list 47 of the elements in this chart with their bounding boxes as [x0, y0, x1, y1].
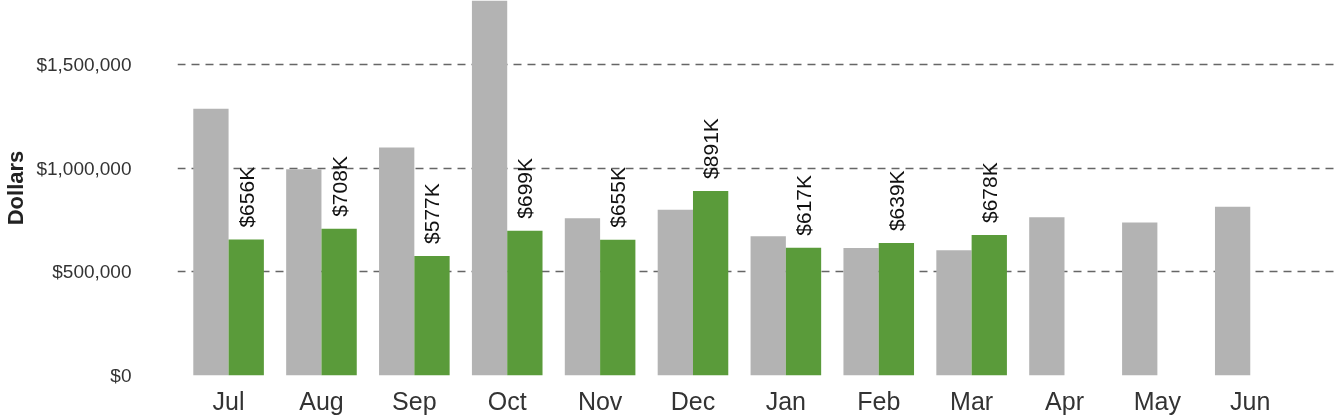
bar: [193, 108, 229, 376]
data-label: $617K: [792, 174, 816, 236]
bar: [600, 239, 636, 376]
x-tick-label: Sep: [392, 386, 437, 415]
data-label: $639K: [884, 170, 908, 232]
data-label: $699K: [513, 157, 537, 219]
bar: [936, 250, 972, 376]
data-label: $891K: [699, 118, 723, 179]
bar: [1214, 206, 1251, 376]
y-tick-label: $500,000: [52, 261, 132, 283]
y-tick-label: $1,500,000: [36, 54, 132, 76]
bar: [750, 236, 786, 376]
y-tick-label: $0: [110, 365, 132, 386]
x-tick-label: Jun: [1230, 386, 1271, 415]
bar: [692, 190, 729, 376]
bar: [843, 248, 879, 376]
x-tick-label: Nov: [577, 386, 623, 415]
x-tick-label: Mar: [950, 386, 994, 415]
bar: [471, 0, 508, 376]
bar: [379, 147, 415, 376]
bar: [878, 243, 915, 376]
bar: [1122, 222, 1158, 376]
bar: [564, 218, 601, 376]
x-tick-label: May: [1133, 386, 1182, 415]
x-tick-label: Jul: [212, 386, 245, 415]
x-tick-label: Oct: [487, 386, 527, 415]
bar: [785, 247, 822, 376]
bar: [657, 209, 693, 376]
data-label: $577K: [420, 183, 444, 244]
bar: [228, 239, 264, 376]
bar: [321, 228, 357, 376]
y-axis-title: Dollars: [3, 150, 29, 226]
x-tick-label: Jan: [765, 386, 807, 415]
x-tick-label: Apr: [1045, 386, 1084, 415]
data-label: $656K: [234, 166, 258, 228]
x-tick-label: Aug: [299, 386, 344, 415]
data-label: $708K: [327, 156, 351, 217]
x-tick-label: Feb: [857, 386, 901, 415]
bar: [414, 255, 450, 376]
data-label: $678K: [977, 162, 1001, 224]
data-label: $655K: [606, 167, 630, 228]
bar: [1029, 217, 1065, 376]
bar: [971, 235, 1007, 376]
y-tick-label: $1,000,000: [36, 157, 132, 179]
bar: [507, 230, 543, 376]
x-tick-label: Dec: [670, 386, 716, 415]
bar: [286, 169, 322, 376]
